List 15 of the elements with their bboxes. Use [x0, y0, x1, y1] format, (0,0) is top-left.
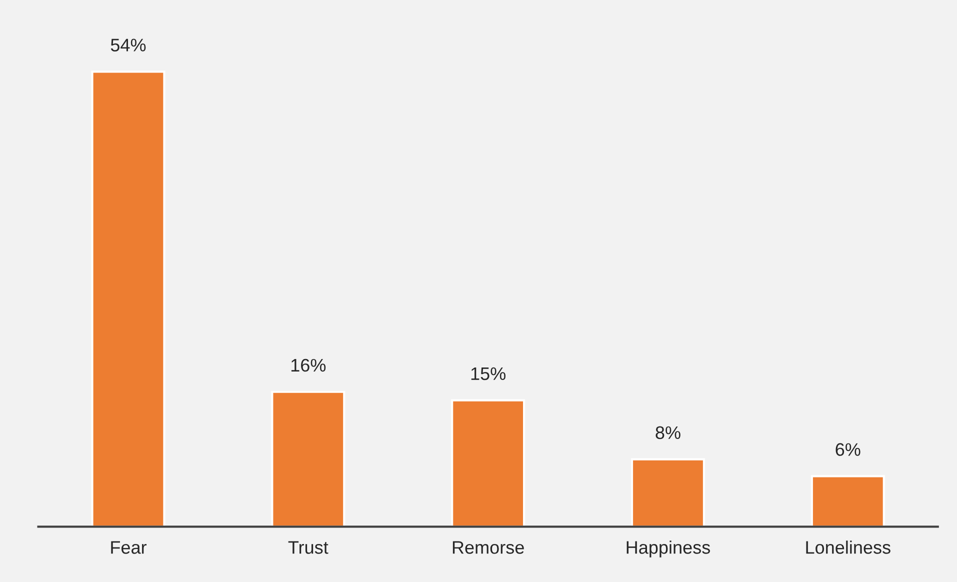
x-tick-label: Trust — [288, 541, 328, 554]
data-label: 6% — [836, 443, 860, 456]
data-label: 8% — [656, 426, 680, 440]
data-label: 16% — [291, 358, 326, 372]
bar — [630, 458, 706, 527]
x-tick-label: Happiness — [626, 540, 710, 558]
x-tick-label: Remorse — [452, 541, 524, 554]
data-label: 54% — [110, 38, 146, 52]
bar — [271, 390, 346, 527]
x-tick-label: Loneliness — [806, 540, 890, 554]
bar — [810, 475, 885, 527]
data-label: 15% — [471, 367, 506, 380]
bar — [451, 399, 526, 527]
x-tick-label: Fear — [111, 541, 147, 554]
bar — [91, 70, 166, 527]
